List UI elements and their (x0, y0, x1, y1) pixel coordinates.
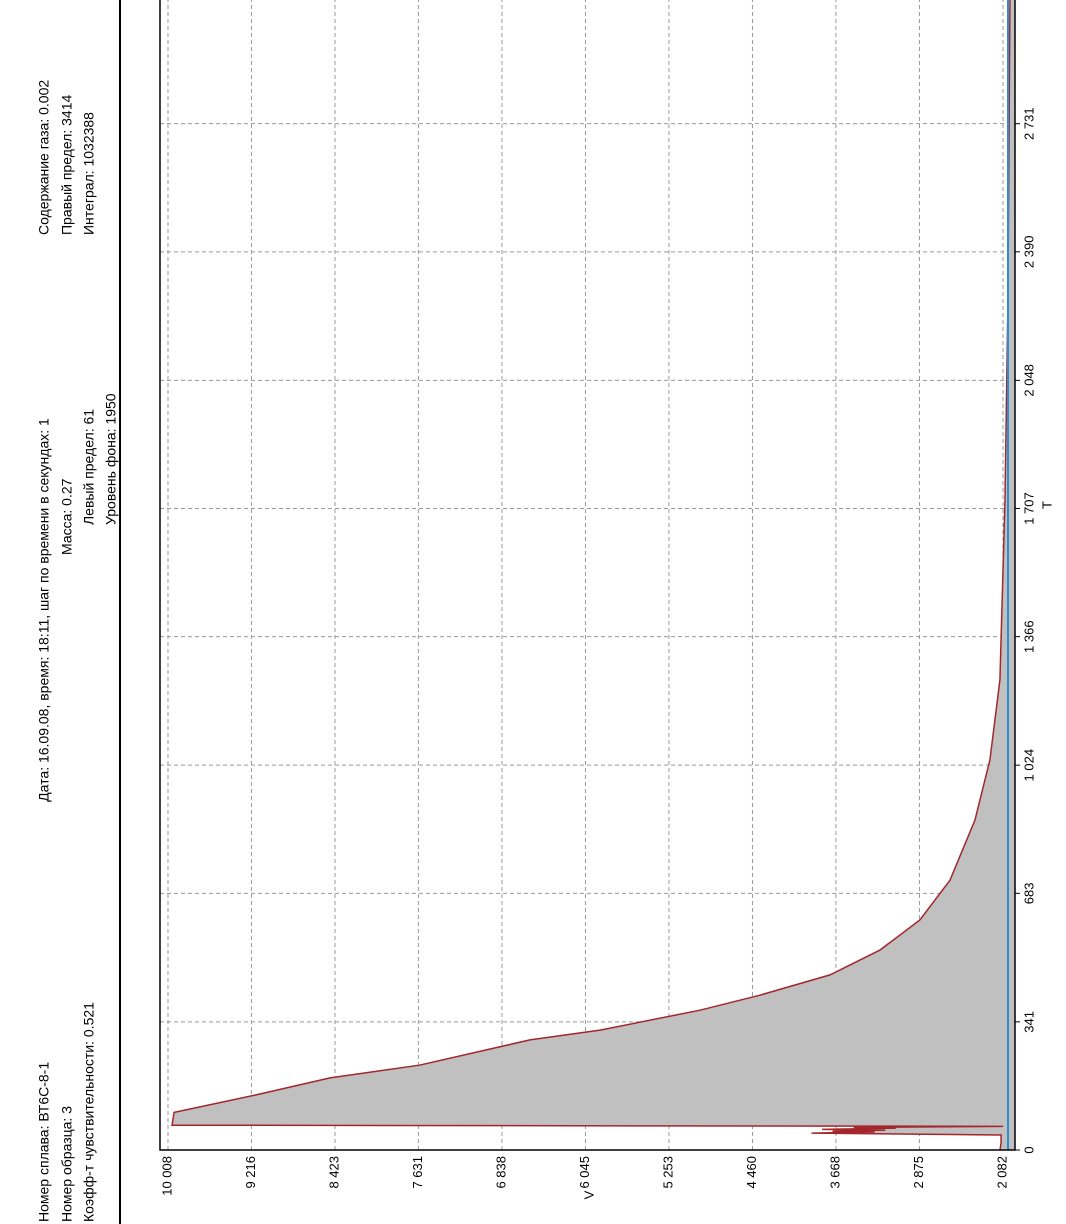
y-tick-label: 10 008 (159, 1156, 174, 1196)
x-tick-label: 1 366 (1021, 620, 1036, 653)
header-text: Правый предел: 3414 (59, 95, 75, 235)
data-line (171, 0, 1012, 1151)
x-tick-label: 2 731 (1021, 107, 1036, 140)
header-text: Интеграл: 1032388 (81, 112, 97, 235)
area-fill (172, 0, 1015, 1150)
y-tick-label: 8 423 (326, 1156, 341, 1189)
y-axis-label: V (581, 1190, 596, 1199)
y-tick-label: 4 460 (744, 1156, 759, 1189)
x-axis-label: T (1039, 501, 1054, 509)
header-text: Содержание газа: 0.002 (36, 80, 52, 235)
header-text: Номер сплава: ВТ6С-8-1 (36, 1062, 52, 1222)
plot-frame (159, 0, 1016, 1151)
x-tick-label: 1 024 (1021, 749, 1036, 782)
y-tick-label: 2 082 (994, 1156, 1009, 1189)
x-tick-label: 2 048 (1021, 364, 1036, 397)
header-text: Масса: 0.27 (59, 478, 75, 555)
x-tick-label: 0 (1021, 1146, 1036, 1153)
header-title: Дата: 16.09.08, время: 18:11, шаг по вре… (36, 418, 52, 802)
y-tick-label: 5 253 (660, 1156, 675, 1189)
header-text: Левый предел: 61 (81, 409, 97, 525)
x-tick-label: 341 (1021, 1011, 1036, 1033)
y-tick-label: 2 875 (911, 1156, 926, 1189)
x-tick-label: 2 390 (1021, 236, 1036, 269)
y-tick-label: 9 216 (243, 1156, 258, 1189)
y-tick-label: 7 631 (410, 1156, 425, 1189)
header-text: Номер образца: 3 (59, 1106, 75, 1222)
y-tick-label: 3 668 (827, 1156, 842, 1189)
x-tick-label: 683 (1021, 882, 1036, 904)
x-tick-label: 1 707 (1021, 492, 1036, 525)
y-tick-label: 6 838 (493, 1156, 508, 1189)
header-text: Уровень фона: 1950 (103, 393, 119, 525)
header-text: Коэфф-т чувствительности: 0.521 (81, 1002, 97, 1222)
y-tick-label: 6 045 (577, 1156, 592, 1189)
